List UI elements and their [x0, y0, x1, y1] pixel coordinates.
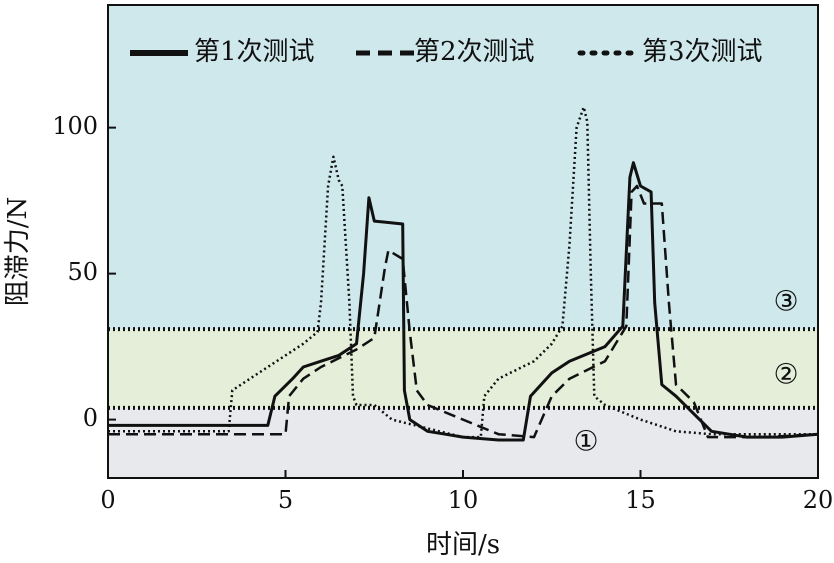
x-tick-label: 5 — [278, 486, 293, 514]
x-axis-title: 时间/s — [426, 530, 500, 560]
zone-label-2: ② — [773, 357, 798, 390]
series-layer — [108, 105, 819, 442]
x-tick-label: 15 — [625, 486, 656, 514]
y-tick-label: 50 — [67, 258, 98, 286]
y-axis: 0 50 100 — [52, 112, 116, 432]
x-tick-label: 0 — [100, 486, 115, 514]
zone-labels: ① ② ③ — [573, 284, 798, 457]
y-axis-title: 阻滞力/N — [3, 197, 33, 307]
legend: 第1次测试 第2次测试 第3次测试 — [130, 37, 763, 67]
y-tick-label: 100 — [52, 112, 98, 140]
legend-label-2: 第2次测试 — [414, 37, 535, 67]
zone-label-3: ③ — [773, 284, 798, 317]
legend-label-1: 第1次测试 — [194, 37, 315, 67]
zone-label-1: ① — [573, 424, 598, 457]
series-line-1 — [108, 161, 819, 442]
x-tick-label: 10 — [448, 486, 479, 514]
series-line-2 — [108, 184, 819, 439]
x-axis: 0 5 10 15 20 — [100, 470, 833, 514]
legend-label-3: 第3次测试 — [642, 37, 763, 67]
zone-band-2 — [108, 329, 818, 408]
x-tick-label: 20 — [803, 486, 834, 514]
threshold-lines — [108, 327, 818, 410]
y-tick-label: 0 — [83, 404, 98, 432]
zone-band-3 — [108, 5, 818, 330]
